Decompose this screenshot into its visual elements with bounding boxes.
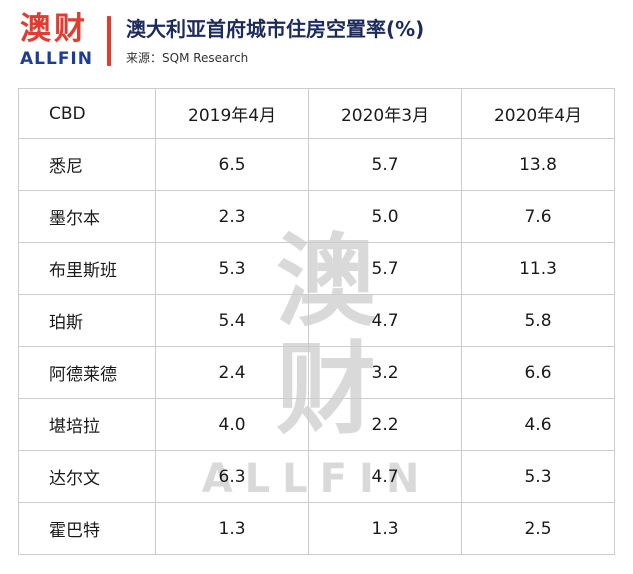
value-cell: 2.3 (155, 190, 310, 243)
brand-logo: 澳财 ALLFIN (20, 13, 93, 69)
value-cell: 7.6 (461, 190, 615, 243)
table-row: 霍巴特 1.3 1.3 2.5 (17, 502, 615, 555)
page-title: 澳大利亚首府城市住房空置率(%) (126, 17, 425, 41)
table-row: 珀斯 5.4 4.7 5.8 (17, 294, 615, 347)
city-cell: 阿德莱德 (17, 346, 157, 399)
value-cell: 5.7 (308, 138, 463, 191)
vertical-divider (107, 16, 111, 66)
value-cell: 5.8 (461, 294, 615, 347)
table-row: 阿德莱德 2.4 3.2 6.6 (17, 346, 615, 399)
table-header-row: CBD 2019年4月 2020年3月 2020年4月 (17, 88, 615, 139)
city-cell: 墨尔本 (17, 190, 157, 243)
value-cell: 5.3 (155, 242, 310, 295)
value-cell: 5.0 (308, 190, 463, 243)
value-cell: 6.3 (155, 450, 310, 503)
table-row: 布里斯班 5.3 5.7 11.3 (17, 242, 615, 295)
city-cell: 堪培拉 (17, 398, 157, 451)
header: 澳财 ALLFIN 澳大利亚首府城市住房空置率(%) 来源：SQM Resear… (0, 0, 633, 88)
city-cell: 布里斯班 (17, 242, 157, 295)
column-header: 2020年3月 (308, 88, 463, 139)
table-row: 悉尼 6.5 5.7 13.8 (17, 138, 615, 191)
value-cell: 3.2 (308, 346, 463, 399)
table-body: 悉尼 6.5 5.7 13.8 墨尔本 2.3 5.0 7.6 布里斯班 5.3 5.7 11.3 珀斯… (17, 138, 615, 555)
vacancy-table: CBD 2019年4月 2020年3月 2020年4月 悉尼 6.5 5.7 13.8 墨尔本… (17, 88, 615, 555)
city-cell: 霍巴特 (17, 502, 157, 555)
value-cell: 1.3 (155, 502, 310, 555)
column-header: 2019年4月 (155, 88, 310, 139)
brand-logo-english: ALLFIN (20, 48, 93, 69)
value-cell: 1.3 (308, 502, 463, 555)
brand-logo-chinese: 澳财 (20, 11, 88, 47)
value-cell: 4.7 (308, 450, 463, 503)
value-cell: 2.2 (308, 398, 463, 451)
table-row: 达尔文 6.3 4.7 5.3 (17, 450, 615, 503)
value-cell: 13.8 (461, 138, 615, 191)
value-cell: 6.5 (155, 138, 310, 191)
column-header: 2020年4月 (461, 88, 615, 139)
value-cell: 2.4 (155, 346, 310, 399)
value-cell: 6.6 (461, 346, 615, 399)
value-cell: 2.5 (461, 502, 615, 555)
value-cell: 4.7 (308, 294, 463, 347)
table-container: 澳财 ALLFIN CBD 2019年4月 2020年3月 2020年4月 悉尼 6.5… (17, 88, 615, 555)
city-cell: 珀斯 (17, 294, 157, 347)
city-cell: 悉尼 (17, 138, 157, 191)
value-cell: 4.6 (461, 398, 615, 451)
value-cell: 5.3 (461, 450, 615, 503)
value-cell: 11.3 (461, 242, 615, 295)
value-cell: 5.4 (155, 294, 310, 347)
value-cell: 4.0 (155, 398, 310, 451)
column-header: CBD (17, 88, 157, 139)
title-block: 澳大利亚首府城市住房空置率(%) 来源：SQM Research (126, 13, 424, 66)
table-row: 墨尔本 2.3 5.0 7.6 (17, 190, 615, 243)
value-cell: 5.7 (308, 242, 463, 295)
city-cell: 达尔文 (17, 450, 157, 503)
data-source-label: 来源：SQM Research (126, 51, 249, 65)
table-row: 堪培拉 4.0 2.2 4.6 (17, 398, 615, 451)
